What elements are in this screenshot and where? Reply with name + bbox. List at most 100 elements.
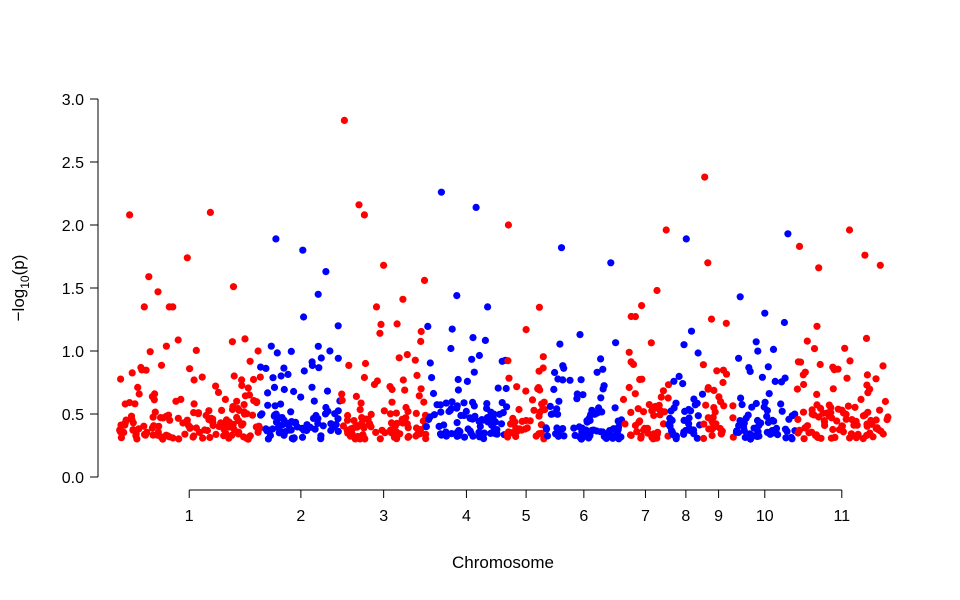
data-point-chr4-88 [426,413,434,421]
data-point-chr11-34 [857,395,865,403]
data-point-chr4-75 [491,430,499,438]
data-point-chr2-15 [300,367,308,375]
data-point-chr3-81 [387,426,395,434]
data-point-chr11-71 [805,429,813,437]
data-point-chr11-55 [816,360,824,369]
x-tick-label-chr8: 8 [681,508,690,525]
data-point-chr2-89 [272,235,280,243]
data-point-chr2-92 [322,268,330,276]
data-point-chr1-163 [254,347,262,355]
data-point-chr3-35 [395,354,403,362]
data-point-chr3-60 [393,419,401,427]
data-point-chr3-51 [386,410,395,418]
data-point-chr11-106 [876,261,884,269]
data-point-chr1-156 [143,428,151,436]
data-point-chr11-73 [876,406,884,414]
data-point-chr2-81 [284,370,292,378]
data-point-chr11-72 [869,433,877,441]
data-point-chr3-25 [402,403,410,412]
data-point-chr3-0 [417,327,425,336]
y-axis-title-suffix: (p) [9,255,28,276]
x-tick-label-chr3: 3 [379,508,388,525]
data-point-chr2-59 [298,433,307,441]
data-point-chr2-45 [287,408,295,416]
data-point-chr2-83 [286,426,294,434]
data-point-chr10-63 [754,347,762,355]
data-point-chr4-27 [497,420,506,428]
data-point-chr3-80 [346,432,355,440]
data-point-chr5-28 [538,400,546,408]
data-point-chr3-7 [376,329,384,337]
data-point-chr3-3 [412,409,420,417]
data-point-chr7-3 [633,428,641,436]
data-point-chr8-31 [694,412,702,420]
data-point-chr1-60 [248,411,257,419]
x-tick-label-chr4: 4 [462,508,471,525]
data-point-chr2-78 [292,418,300,426]
x-tick-label-chr5: 5 [522,508,531,525]
data-point-chr6-22 [566,376,574,384]
data-point-chr8-36 [685,414,693,422]
data-point-chr10-23 [780,318,789,327]
x-tick-label-chr9: 9 [714,508,723,525]
data-point-chr10-60 [733,427,741,435]
data-point-chr1-22 [157,361,166,369]
data-point-chr5-38 [512,432,520,441]
data-point-chr11-18 [799,371,807,379]
data-point-chr8-16 [666,414,674,422]
data-point-chr1-153 [219,424,228,432]
data-point-chr7-6 [634,405,642,413]
data-point-chr7-41 [627,358,635,366]
x-axis: 1 2 3 4 5 6 7 8 9 10 11 [185,489,850,525]
data-point-chr4-56 [483,404,491,412]
data-point-chr1-143 [199,434,207,442]
data-point-chr3-32 [413,371,421,379]
data-point-chr11-89 [872,424,880,432]
data-point-chr4-19 [454,386,462,394]
data-point-chr7-46 [643,424,652,432]
data-point-chr2-44 [269,425,277,433]
y-tick-label: 0.0 [62,470,84,487]
data-point-chr5-35 [541,406,549,414]
data-point-chr8-29 [693,434,701,442]
data-point-chr9-17 [704,384,712,392]
data-point-chr10-42 [777,378,786,386]
data-point-chr10-19 [758,373,767,381]
data-point-chr1-130 [116,426,124,434]
x-axis-title: Chromosome [452,553,554,572]
data-point-chr6-53 [588,406,596,414]
data-point-chr4-63 [476,422,484,430]
data-point-chr2-86 [300,426,308,434]
data-point-chr8-26 [666,421,674,429]
data-point-chr1-91 [240,408,248,416]
data-point-chr3-70 [417,426,425,434]
data-point-chr6-76 [599,385,607,393]
data-point-chr8-37 [675,372,683,380]
data-point-chr1-39 [190,432,198,440]
data-point-chr3-92 [372,428,380,436]
data-point-chr11-43 [861,411,869,419]
data-point-chr11-37 [800,380,808,389]
data-point-chr6-78 [559,362,567,370]
data-point-chr3-56 [338,390,346,398]
y-axis: 0.0 0.5 1.0 1.5 2.0 2.5 3.0 [62,92,99,487]
data-point-chr2-16 [319,422,327,430]
data-point-chr1-160 [183,254,191,262]
data-point-chr6-5 [612,339,620,347]
data-point-chr3-85 [386,383,394,391]
data-point-chr3-94 [340,116,348,124]
data-point-chr11-25 [793,385,802,393]
data-point-chr8-32 [698,390,707,398]
data-point-chr11-69 [827,434,836,442]
data-point-chr1-21 [190,400,198,408]
data-point-chr10-11 [782,434,790,442]
data-point-chr10-44 [788,412,796,420]
data-point-chr6-46 [576,433,584,441]
data-point-chr5-19 [515,405,523,414]
data-point-chr10-64 [754,432,762,440]
data-point-chr1-161 [206,208,214,216]
data-point-chr1-64 [135,390,143,398]
data-point-chr11-67 [801,424,809,432]
data-point-chr11-23 [851,403,859,411]
